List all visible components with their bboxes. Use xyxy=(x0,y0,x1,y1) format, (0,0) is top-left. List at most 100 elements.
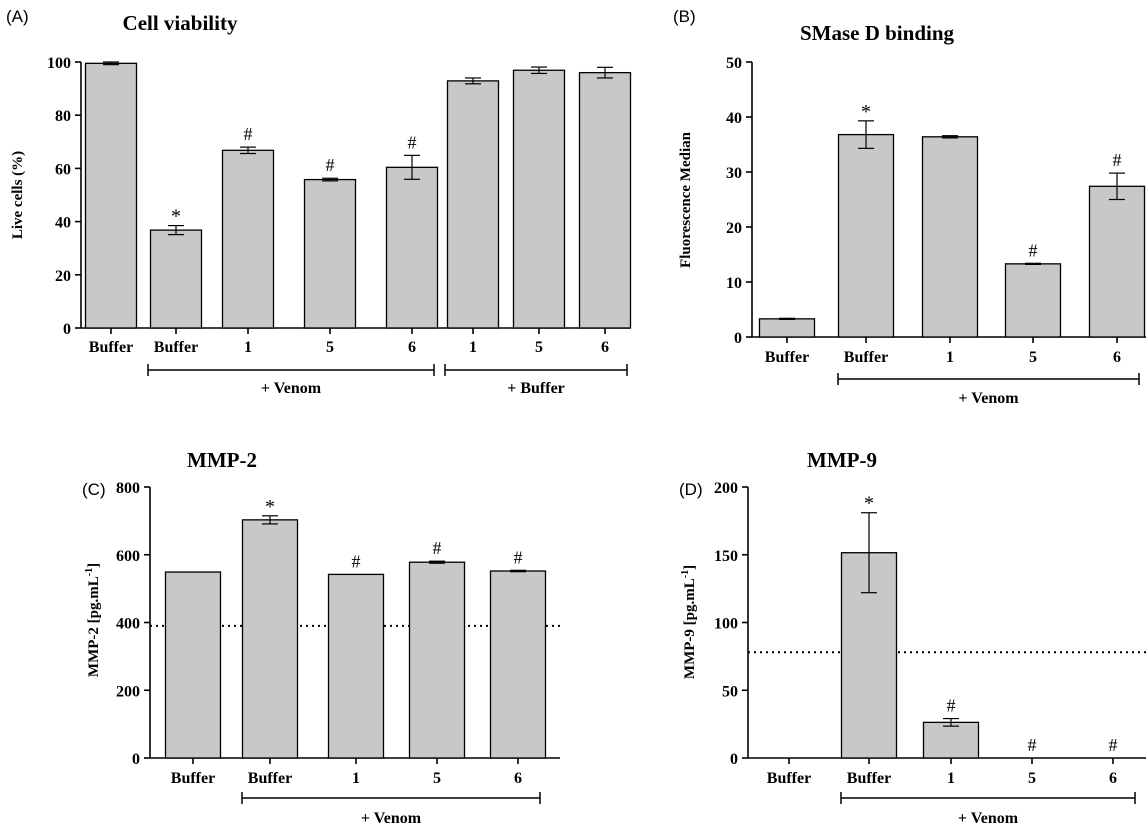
x-tick-label: Buffer xyxy=(171,770,215,787)
significance-marker: * xyxy=(171,206,181,228)
panel-c: (C) MMP-2 MMP-2 [pg.mL-1] 0 200 400 600 800 Buff… xyxy=(82,448,560,827)
panel-label-a: (A) xyxy=(6,7,29,26)
bar xyxy=(512,69,566,329)
group-label: + Venom xyxy=(958,390,1019,407)
significance-marker: # xyxy=(244,124,253,144)
y-tick-label: 50 xyxy=(722,683,738,700)
x-tick-label: 1 xyxy=(947,770,955,787)
x-tick-label: 1 xyxy=(352,770,360,787)
panel-d: (D) MMP-9 MMP-9 [pg.mL-1] 0 50 100 150 200 Buffe… xyxy=(679,448,1146,827)
x-tick-label: 1 xyxy=(469,339,477,356)
x-tick-label: 1 xyxy=(244,339,252,356)
y-tick-label: 20 xyxy=(726,220,742,237)
bar xyxy=(489,570,547,759)
bar xyxy=(921,136,979,338)
chart-title-a: Cell viability xyxy=(123,11,238,35)
x-tick-label: Buffer xyxy=(844,349,888,366)
y-tick-label: 100 xyxy=(714,616,738,633)
significance-marker: * xyxy=(864,493,874,515)
y-tick-label: 800 xyxy=(116,480,140,497)
y-tick-label: 80 xyxy=(55,108,71,125)
x-tick-label: 5 xyxy=(326,339,334,356)
x-tick-label: Buffer xyxy=(248,770,292,787)
x-tick-label: Buffer xyxy=(89,339,133,356)
bar xyxy=(1004,263,1062,338)
significance-marker: # xyxy=(326,155,335,175)
panel-label-d: (D) xyxy=(679,480,703,499)
x-tick-label: Buffer xyxy=(765,349,809,366)
x-tick-label: Buffer xyxy=(767,770,811,787)
bar xyxy=(149,229,203,329)
y-tick-label: 10 xyxy=(726,275,742,292)
y-axis-label-d: MMP-9 [pg.mL-1] xyxy=(680,565,698,679)
y-tick-label: 0 xyxy=(734,330,742,347)
panel-label-b: (B) xyxy=(673,7,696,26)
significance-marker: * xyxy=(861,101,871,123)
y-tick-label: 200 xyxy=(116,683,140,700)
significance-marker: # xyxy=(433,538,442,558)
y-tick-label: 40 xyxy=(726,110,742,127)
x-tick-label: 6 xyxy=(514,770,522,787)
chart-title-d: MMP-9 xyxy=(807,448,877,472)
bar xyxy=(327,573,385,759)
x-tick-label: 5 xyxy=(433,770,441,787)
bar xyxy=(164,571,222,759)
y-axis-label-a: Live cells (%) xyxy=(10,151,26,239)
bar xyxy=(408,561,466,759)
bar xyxy=(837,133,895,338)
y-tick-label: 20 xyxy=(55,268,71,285)
bar xyxy=(241,519,299,759)
bar xyxy=(922,721,980,759)
group-label: + Venom xyxy=(261,380,322,397)
y-tick-label: 0 xyxy=(63,321,71,338)
bar xyxy=(1088,185,1146,338)
panel-a: (A) Cell viability Live cells (%) 0 20 40 60 80… xyxy=(6,7,632,397)
chart-title-b: SMase D binding xyxy=(800,21,955,45)
significance-marker: # xyxy=(1113,150,1122,170)
group-label: + Buffer xyxy=(507,380,565,397)
bar xyxy=(578,71,632,329)
x-tick-label: 6 xyxy=(601,339,609,356)
significance-marker: # xyxy=(514,547,523,567)
bar xyxy=(84,62,138,329)
bar xyxy=(446,80,500,329)
chart-title-c: MMP-2 xyxy=(187,448,257,472)
bar xyxy=(385,166,439,329)
x-tick-label: 1 xyxy=(946,349,954,366)
x-tick-label: 6 xyxy=(1109,770,1117,787)
x-tick-label: Buffer xyxy=(847,770,891,787)
y-tick-label: 30 xyxy=(726,165,742,182)
group-label: + Venom xyxy=(361,810,422,827)
y-tick-label: 400 xyxy=(116,616,140,633)
x-tick-label: 5 xyxy=(1028,770,1036,787)
bar xyxy=(303,178,357,329)
panel-label-c: (C) xyxy=(82,480,106,499)
significance-marker: # xyxy=(1029,240,1038,260)
bar xyxy=(758,318,816,338)
x-tick-label: 5 xyxy=(535,339,543,356)
significance-marker: # xyxy=(408,132,417,152)
y-tick-label: 100 xyxy=(47,55,71,72)
bar xyxy=(221,149,275,329)
x-tick-label: 6 xyxy=(408,339,416,356)
significance-marker: # xyxy=(1109,735,1118,755)
group-label: + Venom xyxy=(958,810,1019,827)
y-axis-label-b: Fluorescence Median xyxy=(678,131,694,268)
y-tick-label: 200 xyxy=(714,480,738,497)
significance-marker: # xyxy=(947,696,956,716)
significance-marker: * xyxy=(265,496,275,518)
y-tick-label: 40 xyxy=(55,215,71,232)
panel-b: (B) SMase D binding Fluorescence Median 0 10… xyxy=(673,7,1146,407)
y-tick-label: 0 xyxy=(132,751,140,768)
y-tick-label: 600 xyxy=(116,548,140,565)
x-tick-label: Buffer xyxy=(154,339,198,356)
y-tick-label: 60 xyxy=(55,161,71,178)
significance-marker: # xyxy=(1028,735,1037,755)
y-tick-label: 0 xyxy=(730,751,738,768)
y-tick-label: 150 xyxy=(714,548,738,565)
y-axis-label-c: MMP-2 [pg.mL-1] xyxy=(84,563,102,677)
x-tick-label: 5 xyxy=(1029,349,1037,366)
y-tick-label: 50 xyxy=(726,55,742,72)
significance-marker: # xyxy=(352,551,361,571)
